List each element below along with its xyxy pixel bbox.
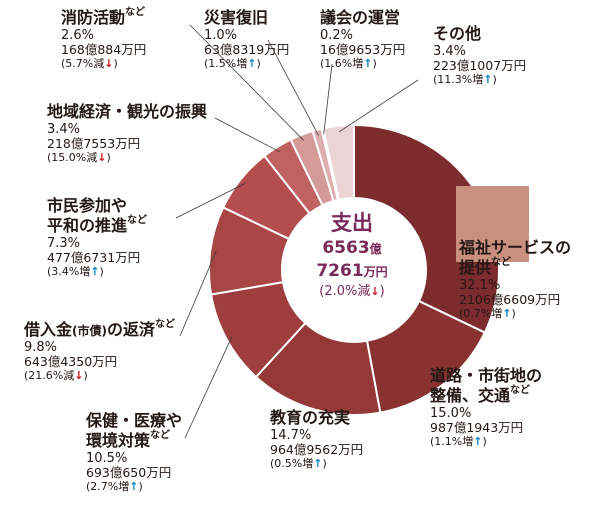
label-firefighting: 消防活動など 2.6% 168億884万円 (5.7%減↓) bbox=[61, 7, 147, 71]
center-amount-2: 7261万円 bbox=[316, 261, 388, 282]
up-arrow-icon: ↑ bbox=[129, 480, 139, 494]
center-amount-1: 6563億 bbox=[322, 238, 382, 259]
leader-line-8 bbox=[267, 39, 319, 136]
label-welfare: 福祉サービスの 提供など 32.1% 2106億6609万円 (0.7%増↑) bbox=[456, 162, 571, 321]
down-arrow-icon: ↓ bbox=[97, 151, 107, 165]
label-disaster: 災害復旧 1.0% 63億8319万円 (1.5%増↑) bbox=[204, 8, 290, 71]
leader-line-4 bbox=[179, 250, 217, 337]
leader-line-10 bbox=[338, 79, 419, 133]
leader-line-5 bbox=[175, 182, 246, 219]
up-arrow-icon: ↑ bbox=[247, 57, 257, 71]
label-education: 教育の充実 14.7% 964億9562万円 (0.5%増↑) bbox=[270, 408, 364, 471]
center-total: 支出 6563億 7261万円 (2.0%減↓) bbox=[282, 210, 422, 301]
leader-line-3 bbox=[184, 336, 233, 439]
leader-line-1 bbox=[429, 369, 439, 381]
label-other: その他 3.4% 223億1007万円 (11.3%増↑) bbox=[433, 24, 527, 87]
leader-lines bbox=[175, 24, 439, 439]
label-debt: 借入金(市債)の返済など 9.8% 643億4350万円 (21.6%減↓) bbox=[24, 319, 176, 383]
label-assembly: 議会の運営 0.2% 16億9653万円 (1.6%増↑) bbox=[320, 8, 406, 71]
up-arrow-icon: ↑ bbox=[483, 73, 493, 87]
up-arrow-icon: ↑ bbox=[313, 457, 323, 471]
center-title: 支出 bbox=[331, 211, 373, 235]
down-arrow-icon: ↓ bbox=[74, 369, 84, 383]
leader-line-6 bbox=[214, 117, 281, 153]
up-arrow-icon: ↑ bbox=[502, 307, 512, 321]
donut-slices bbox=[208, 123, 500, 416]
center-change: (2.0%減↓) bbox=[319, 284, 385, 300]
donut-hole bbox=[282, 198, 426, 342]
label-civic: 市民参加や 平和の推進など 7.3% 477億6731万円 (3.4%増↑) bbox=[47, 196, 148, 279]
label-roads: 道路・市街地の 整備、交通など 15.0% 987億1943万円 (1.1%増↑… bbox=[430, 366, 543, 449]
up-arrow-icon: ↑ bbox=[363, 57, 373, 71]
label-economy: 地域経済・観光の振興 3.4% 218億7553万円 (15.0%減↓) bbox=[47, 102, 208, 165]
label-health: 保健・医療や 環境対策など 10.5% 693億650万円 (2.7%増↑) bbox=[86, 411, 183, 494]
up-arrow-icon: ↑ bbox=[90, 265, 100, 279]
down-arrow-icon: ↓ bbox=[370, 285, 380, 299]
up-arrow-icon: ↑ bbox=[473, 435, 483, 449]
down-arrow-icon: ↓ bbox=[104, 57, 114, 71]
leader-line-9 bbox=[323, 63, 333, 135]
leader-line-7 bbox=[189, 24, 304, 141]
